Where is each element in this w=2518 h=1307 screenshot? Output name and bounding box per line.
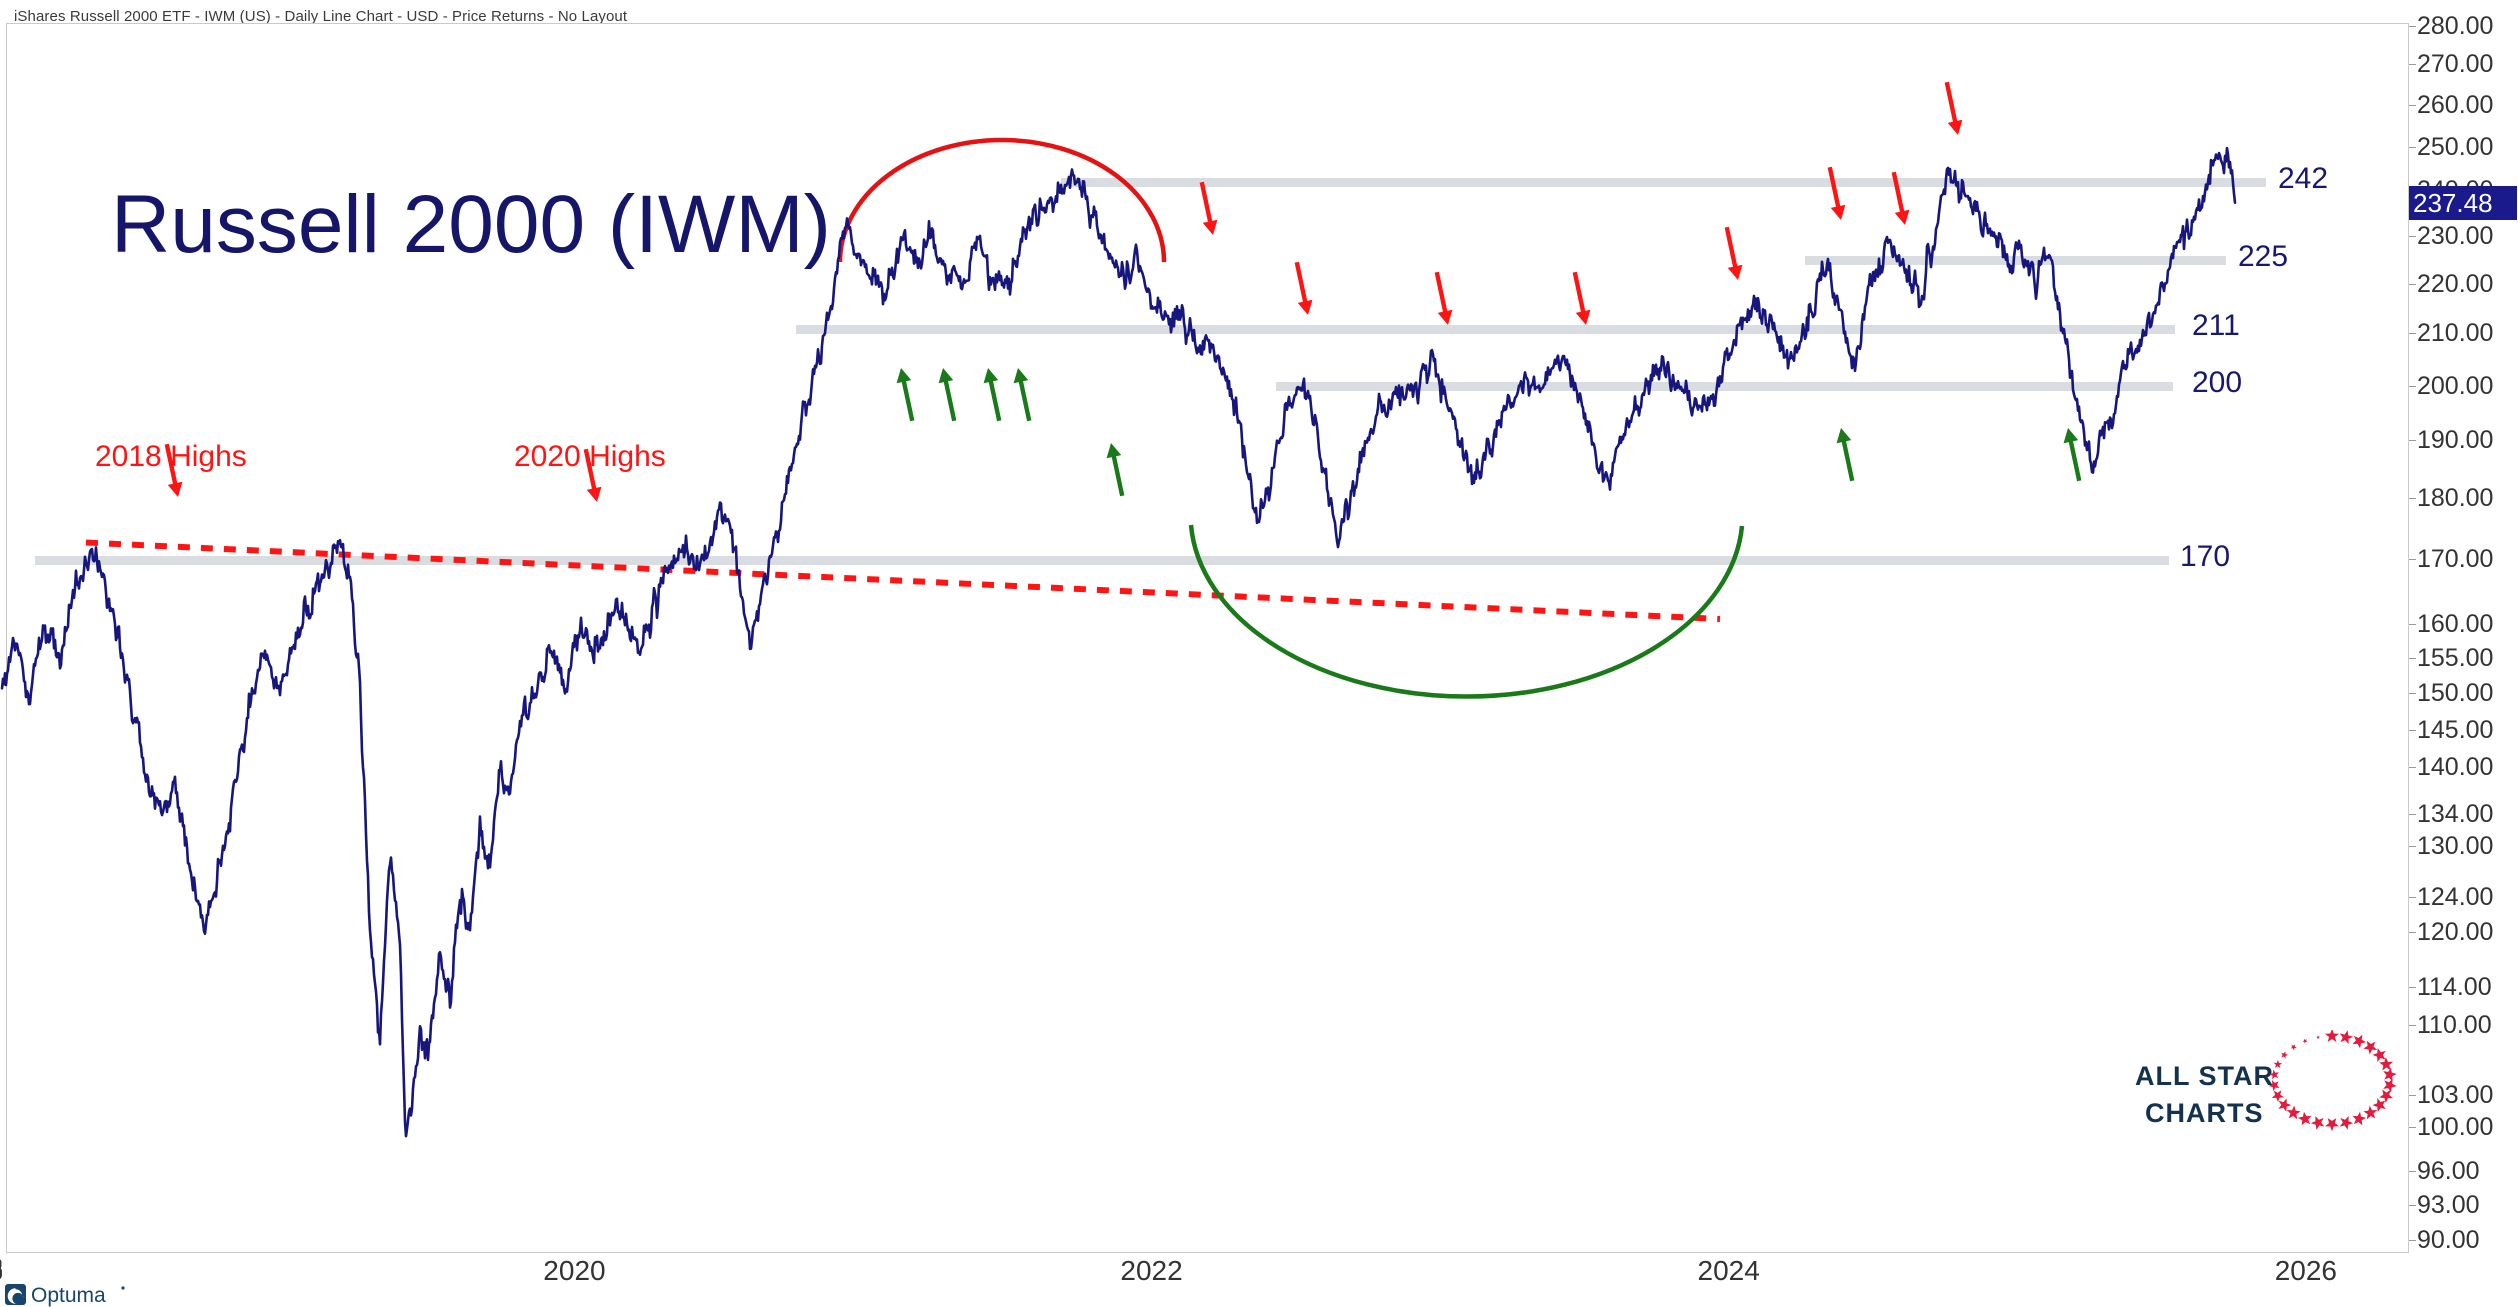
svg-text:Optuma: Optuma [31, 1284, 106, 1307]
svg-text:ALL STAR: ALL STAR [2135, 1061, 2274, 1091]
svg-text:CHARTS: CHARTS [2145, 1098, 2264, 1128]
